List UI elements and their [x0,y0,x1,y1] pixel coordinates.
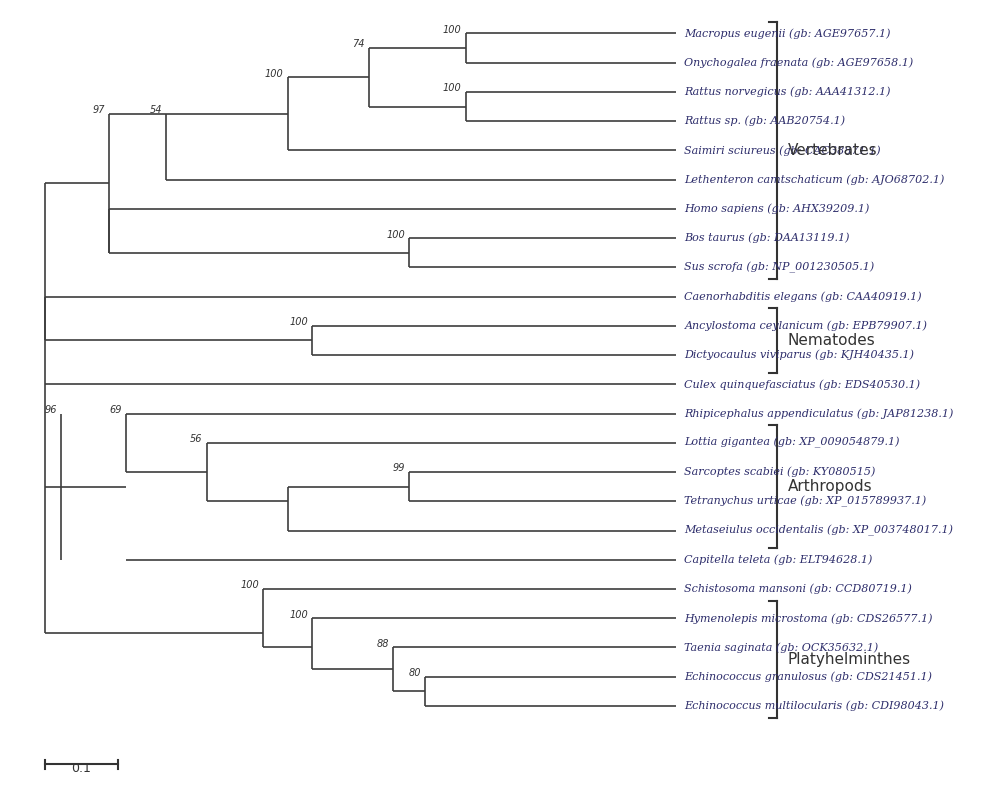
Text: Taenia saginata (gb: OCK35632.1): Taenia saginata (gb: OCK35632.1) [684,642,879,653]
Text: Tetranychus urticae (gb: XP_015789937.1): Tetranychus urticae (gb: XP_015789937.1) [684,496,927,507]
Text: Saimiri sciureus (gb: CAC38871.1): Saimiri sciureus (gb: CAC38871.1) [684,145,881,156]
Text: 97: 97 [93,105,105,116]
Text: 100: 100 [265,69,284,78]
Text: Nematodes: Nematodes [788,333,876,348]
Text: Bos taurus (gb: DAA13119.1): Bos taurus (gb: DAA13119.1) [684,233,850,243]
Text: Vertebrates: Vertebrates [788,143,878,158]
Text: 100: 100 [386,230,405,239]
Text: Lethenteron camtschaticum (gb: AJO68702.1): Lethenteron camtschaticum (gb: AJO68702.… [684,174,945,185]
Text: Onychogalea fraenata (gb: AGE97658.1): Onychogalea fraenata (gb: AGE97658.1) [684,57,914,68]
Text: Sus scrofa (gb: NP_001230505.1): Sus scrofa (gb: NP_001230505.1) [684,261,875,273]
Text: Arthropods: Arthropods [788,479,873,494]
Text: 96: 96 [44,405,57,415]
Text: 100: 100 [443,83,462,93]
Text: 56: 56 [190,434,203,444]
Text: Platyhelminthes: Platyhelminthes [788,652,911,667]
Text: 100: 100 [443,25,462,35]
Text: Metaseiulus occidentalis (gb: XP_003748017.1): Metaseiulus occidentalis (gb: XP_0037480… [684,525,953,536]
Text: 100: 100 [240,581,259,591]
Text: Capitella teleta (gb: ELT94628.1): Capitella teleta (gb: ELT94628.1) [684,554,873,565]
Text: Rhipicephalus appendiculatus (gb: JAP81238.1): Rhipicephalus appendiculatus (gb: JAP812… [684,408,954,419]
Text: 0.1: 0.1 [71,762,91,775]
Text: Sarcoptes scabiei (gb: KY080515): Sarcoptes scabiei (gb: KY080515) [684,466,876,478]
Text: Culex quinquefasciatus (gb: EDS40530.1): Culex quinquefasciatus (gb: EDS40530.1) [684,379,920,390]
Text: Homo sapiens (gb: AHX39209.1): Homo sapiens (gb: AHX39209.1) [684,204,870,214]
Text: 74: 74 [352,40,365,49]
Text: Echinococcus granulosus (gb: CDS21451.1): Echinococcus granulosus (gb: CDS21451.1) [684,672,932,682]
Text: Dictyocaulus viviparus (gb: KJH40435.1): Dictyocaulus viviparus (gb: KJH40435.1) [684,350,914,360]
Text: Ancylostoma ceylanicum (gb: EPB79907.1): Ancylostoma ceylanicum (gb: EPB79907.1) [684,321,927,331]
Text: Lottia gigantea (gb: XP_009054879.1): Lottia gigantea (gb: XP_009054879.1) [684,437,900,448]
Text: 54: 54 [150,105,162,116]
Text: Schistosoma mansoni (gb: CCD80719.1): Schistosoma mansoni (gb: CCD80719.1) [684,584,912,594]
Text: Caenorhabditis elegans (gb: CAA40919.1): Caenorhabditis elegans (gb: CAA40919.1) [684,291,922,302]
Text: Echinococcus multilocularis (gb: CDI98043.1): Echinococcus multilocularis (gb: CDI9804… [684,701,944,711]
Text: Rattus norvegicus (gb: AAA41312.1): Rattus norvegicus (gb: AAA41312.1) [684,86,891,97]
Text: 69: 69 [109,405,122,415]
Text: Hymenolepis microstoma (gb: CDS26577.1): Hymenolepis microstoma (gb: CDS26577.1) [684,613,933,623]
Text: 99: 99 [392,463,405,474]
Text: Rattus sp. (gb: AAB20754.1): Rattus sp. (gb: AAB20754.1) [684,116,845,127]
Text: 100: 100 [289,610,308,619]
Text: 88: 88 [376,639,389,649]
Text: Macropus eugenii (gb: AGE97657.1): Macropus eugenii (gb: AGE97657.1) [684,29,891,39]
Text: 80: 80 [409,668,421,678]
Text: 100: 100 [289,318,308,327]
